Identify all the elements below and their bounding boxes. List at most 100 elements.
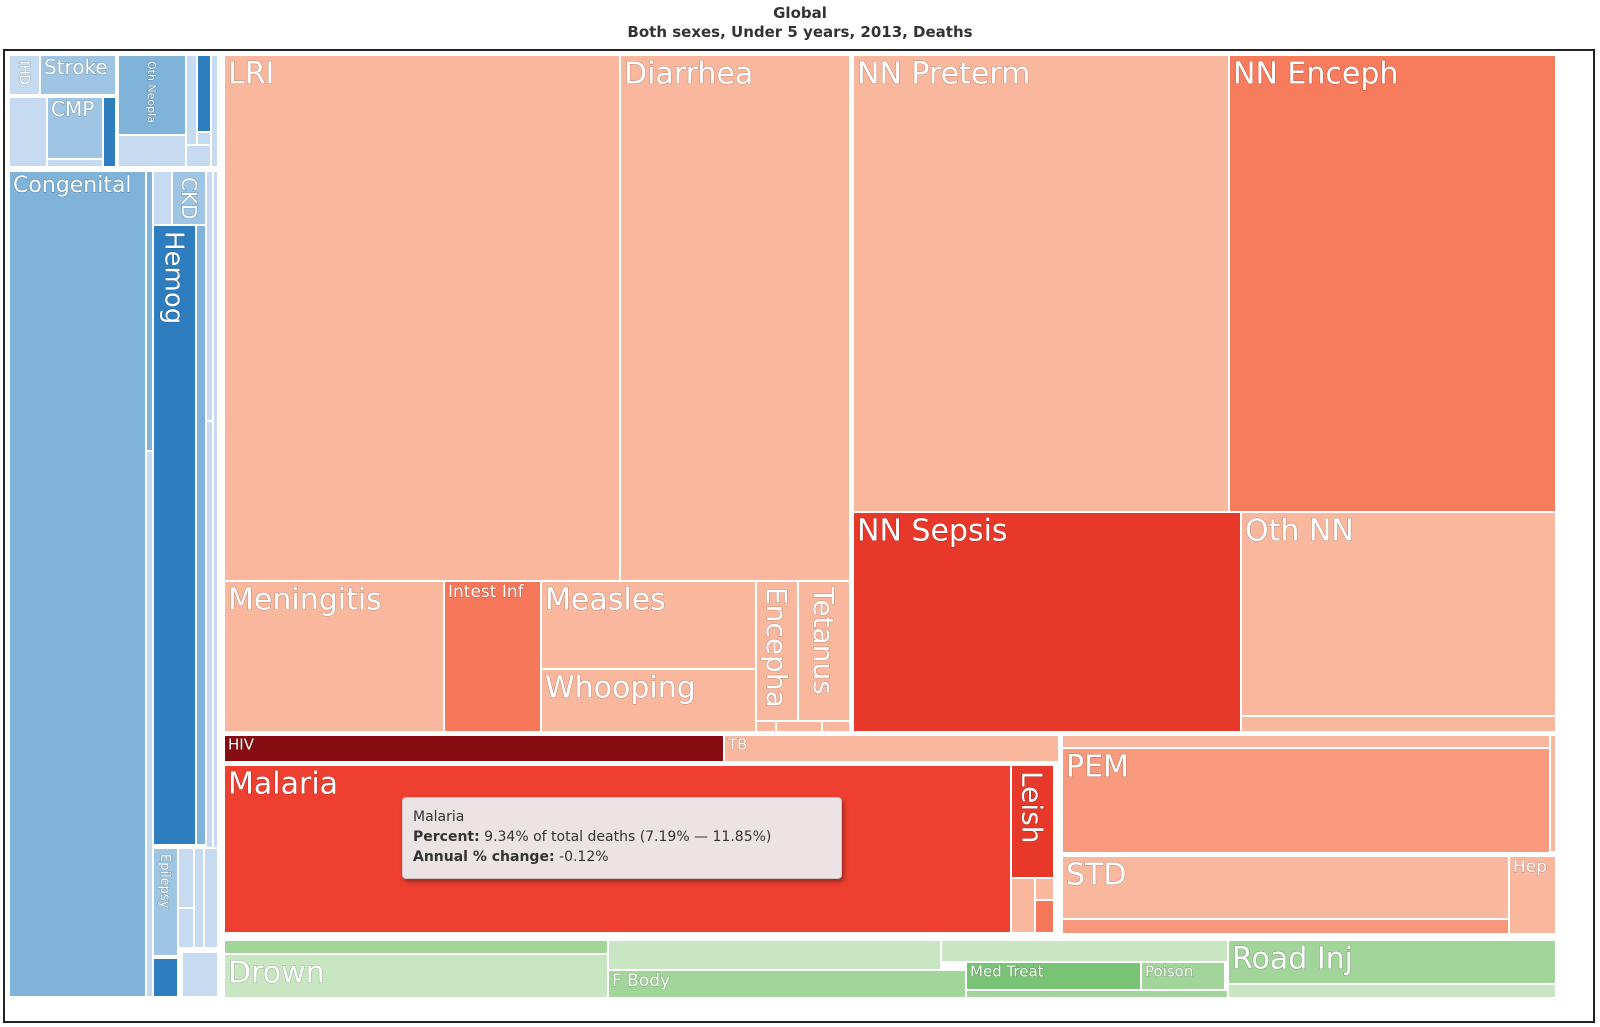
treemap-cell-minor[interactable]	[185, 144, 212, 168]
treemap-cell-minor[interactable]	[145, 170, 154, 452]
treemap-cell-f-body[interactable]: F Body	[607, 969, 967, 999]
treemap-cell-rect[interactable]	[117, 54, 187, 136]
treemap-cell-minor[interactable]	[152, 957, 179, 998]
treemap-cell-minor[interactable]	[203, 847, 219, 949]
treemap-cell-pem[interactable]: PEM	[1061, 747, 1551, 854]
treemap-cell-minor[interactable]	[46, 158, 104, 168]
treemap-cell-rect[interactable]	[1240, 511, 1557, 717]
treemap-cell-minor[interactable]	[177, 907, 195, 949]
treemap-cell-minor[interactable]	[177, 847, 195, 909]
treemap-cell-leish[interactable]: Leish	[1010, 764, 1055, 879]
treemap-cell-poison[interactable]: Poison	[1140, 961, 1226, 991]
treemap-cell-rect[interactable]	[619, 54, 851, 582]
treemap-cell-minor[interactable]	[193, 847, 205, 949]
treemap-cell-rect[interactable]	[1010, 764, 1055, 879]
treemap-cell-rect[interactable]	[852, 54, 1230, 513]
treemap-cell-minor[interactable]	[196, 54, 212, 133]
treemap-cell-hemog[interactable]: Hemog	[152, 224, 197, 846]
treemap-cell-minor[interactable]	[1240, 715, 1557, 733]
treemap-cell-ckd[interactable]: CKD	[171, 170, 207, 226]
treemap-cell-minor[interactable]	[965, 989, 1229, 999]
treemap-cell-rect[interactable]	[852, 511, 1242, 733]
treemap-cell-rect[interactable]	[723, 734, 1060, 763]
treemap-cell-minor[interactable]	[205, 420, 214, 852]
treemap-cell-road-inj[interactable]: Road Inj	[1227, 939, 1557, 985]
treemap-cell-rect[interactable]	[46, 96, 104, 160]
treemap-cell-oth-nn[interactable]: Oth NN	[1240, 511, 1557, 717]
treemap-cell-diarrhea[interactable]: Diarrhea	[619, 54, 851, 582]
treemap-cell-rect[interactable]	[8, 54, 41, 96]
treemap-cell-encepha[interactable]: Encepha	[755, 580, 799, 722]
treemap-cell-rect[interactable]	[223, 953, 609, 999]
treemap-cell-minor[interactable]	[1034, 877, 1055, 901]
treemap-cell-rect[interactable]	[965, 961, 1142, 991]
treemap-cell-intest-inf[interactable]: Intest Inf	[443, 580, 542, 733]
treemap-cell-minor[interactable]	[102, 96, 117, 168]
treemap-cell-rect[interactable]	[1061, 855, 1510, 920]
treemap-cell-rect[interactable]	[1508, 855, 1557, 935]
treemap-cell-minor[interactable]	[185, 54, 198, 146]
treemap-cell-rect[interactable]	[1140, 961, 1226, 991]
treemap-cell-congenital[interactable]: Congenital	[8, 170, 147, 998]
treemap-cell-rect[interactable]	[540, 668, 757, 733]
treemap-cell-rect[interactable]	[797, 580, 851, 722]
treemap-cell-minor[interactable]	[181, 951, 219, 998]
treemap-cell-minor[interactable]	[821, 720, 851, 733]
treemap-cell-minor[interactable]	[223, 939, 609, 955]
treemap-cell-drown[interactable]: Drown	[223, 953, 609, 999]
treemap-cell-cmp[interactable]: CMP	[46, 96, 104, 160]
treemap-cell-nn-enceph[interactable]: NN Enceph	[1228, 54, 1557, 513]
treemap-cell-rect[interactable]	[223, 580, 445, 733]
treemap-cell-minor[interactable]	[775, 720, 823, 733]
treemap-cell-hiv[interactable]: HIV	[223, 734, 725, 763]
treemap-cell-meningitis[interactable]: Meningitis	[223, 580, 445, 733]
treemap-cell-rect[interactable]	[171, 170, 207, 226]
treemap-cell-minor[interactable]	[940, 939, 1229, 963]
treemap-cell-minor[interactable]	[205, 170, 214, 422]
treemap-cell-minor[interactable]	[1010, 877, 1036, 934]
treemap-cell-rect[interactable]	[1061, 747, 1551, 854]
treemap-cell-rect[interactable]	[152, 847, 179, 957]
treemap-cell-ihd[interactable]: IHD	[8, 54, 41, 96]
treemap-cell-minor[interactable]	[212, 170, 219, 852]
treemap-cell-epilepsy[interactable]: Epilepsy	[152, 847, 179, 957]
treemap-cell-minor[interactable]	[1034, 899, 1055, 934]
treemap-cell-oth-neopla[interactable]: Oth Neopla	[117, 54, 187, 136]
treemap-cell-med-treat[interactable]: Med Treat	[965, 961, 1142, 991]
treemap-cell-lri[interactable]: LRI	[223, 54, 621, 582]
treemap-cell-rect[interactable]	[223, 734, 725, 763]
treemap-cell-tetanus[interactable]: Tetanus	[797, 580, 851, 722]
treemap-cell-minor[interactable]	[607, 939, 942, 971]
treemap-cell-nn-sepsis[interactable]: NN Sepsis	[852, 511, 1242, 733]
treemap-cell-minor[interactable]	[196, 131, 212, 146]
treemap-cell-minor[interactable]	[152, 170, 173, 226]
treemap-cell-nn-preterm[interactable]: NN Preterm	[852, 54, 1230, 513]
treemap-cell-minor[interactable]	[1061, 734, 1551, 749]
treemap-cell-rect[interactable]	[39, 54, 117, 96]
treemap-cell-measles[interactable]: Measles	[540, 580, 757, 670]
treemap-cell-minor[interactable]	[8, 96, 48, 168]
treemap-cell-stroke[interactable]: Stroke	[39, 54, 117, 96]
treemap-cell-hep[interactable]: Hep	[1508, 855, 1557, 935]
treemap-cell-rect[interactable]	[1228, 54, 1557, 513]
treemap-cell-label: Intest Inf	[448, 582, 525, 602]
treemap-cell-minor[interactable]	[1227, 983, 1557, 999]
treemap-cell-rect[interactable]	[443, 580, 542, 733]
treemap-cell-tb[interactable]: TB	[723, 734, 1060, 763]
treemap-cell-minor[interactable]	[755, 720, 777, 733]
treemap-cell-rect[interactable]	[152, 224, 197, 846]
treemap-cell-minor[interactable]	[210, 54, 219, 168]
treemap-cell-rect[interactable]	[8, 170, 147, 998]
treemap-cell-minor[interactable]	[195, 224, 207, 846]
treemap-cell-label: Malaria	[228, 767, 338, 802]
treemap-cell-minor[interactable]	[1061, 918, 1510, 935]
treemap-cell-minor[interactable]	[117, 134, 187, 168]
treemap-cell-whooping[interactable]: Whooping	[540, 668, 757, 733]
treemap-cell-rect[interactable]	[755, 580, 799, 722]
treemap-cell-std[interactable]: STD	[1061, 855, 1510, 920]
treemap-cell-rect[interactable]	[1227, 939, 1557, 985]
treemap-cell-label: Encepha	[760, 587, 793, 708]
treemap-cell-rect[interactable]	[223, 54, 621, 582]
treemap-cell-minor[interactable]	[145, 450, 154, 998]
